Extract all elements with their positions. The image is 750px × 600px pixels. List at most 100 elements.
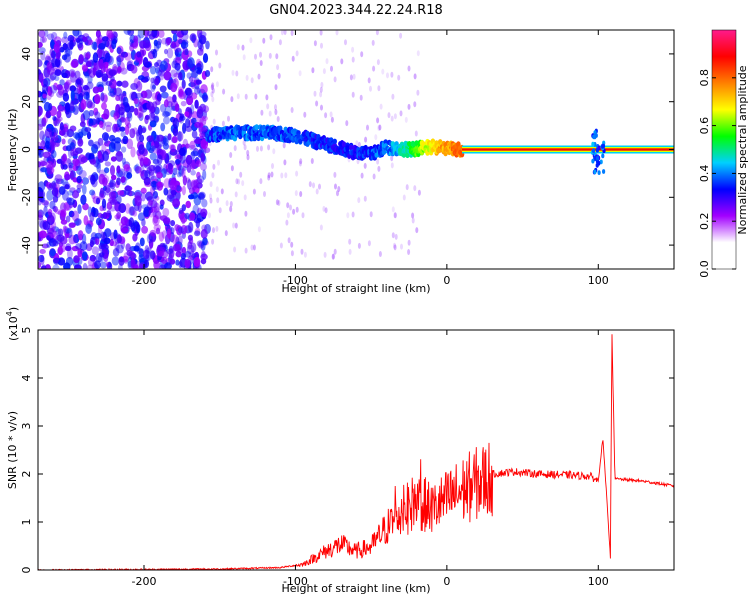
- heatmap-cell: [399, 110, 403, 117]
- heatmap-cell: [134, 195, 142, 207]
- heatmap-cell: [256, 145, 259, 152]
- heatmap-cell: [56, 110, 62, 119]
- heatmap-cell: [341, 141, 347, 147]
- heatmap-cell: [276, 116, 280, 122]
- heatmap-cell: [376, 59, 380, 66]
- heatmap-cell: [133, 60, 140, 66]
- heatmap-cell: [320, 81, 324, 88]
- heatmap-cell: [39, 248, 46, 255]
- heatmap-cell: [211, 87, 215, 94]
- heatmap-cell: [243, 144, 247, 151]
- heatmap-cell: [187, 194, 195, 200]
- heatmap-cell: [72, 235, 78, 244]
- colorbar-tick-label: 0.0: [698, 260, 711, 278]
- heatmap-cell: [372, 173, 376, 180]
- heatmap-cell: [381, 68, 385, 75]
- heatmap-cell: [241, 180, 245, 187]
- heatmap-cell: [190, 180, 198, 190]
- heatmap-cell: [172, 117, 180, 129]
- x-tick-label: 0: [443, 274, 450, 287]
- heatmap-cell: [155, 227, 161, 235]
- heatmap-cell: [87, 258, 95, 267]
- heatmap-cell: [144, 75, 151, 82]
- heatmap-cell: [97, 224, 103, 235]
- heatmap-cell: [174, 158, 181, 164]
- spectrogram-x-ticks: -200 -100 0 100: [132, 30, 609, 287]
- heatmap-cell: [315, 100, 319, 107]
- heatmap-cell: [68, 222, 76, 228]
- heatmap-cell: [57, 103, 63, 111]
- heatmap-cell: [85, 99, 93, 108]
- heatmap-cell: [139, 237, 145, 247]
- heatmap-cell: [232, 222, 236, 229]
- heatmap-cell: [139, 134, 145, 143]
- heatmap-cell: [275, 53, 279, 60]
- heatmap-cell: [134, 107, 139, 116]
- heatmap-cell: [95, 217, 102, 226]
- heatmap-cell: [61, 189, 69, 201]
- heatmap-cell: [246, 149, 250, 156]
- heatmap-cell: [59, 122, 64, 131]
- heatmap-cell: [416, 89, 420, 96]
- heatmap-cell: [415, 227, 419, 234]
- heatmap-cell: [190, 104, 195, 115]
- heatmap-cell: [154, 166, 162, 174]
- heatmap-cell: [346, 212, 350, 219]
- heatmap-cell: [413, 185, 417, 192]
- heatmap-cell: [130, 65, 138, 74]
- heatmap-cell: [200, 84, 208, 95]
- heatmap-cell: [233, 246, 237, 253]
- heatmap-cell: [332, 253, 336, 260]
- heatmap-cell: [122, 135, 129, 145]
- heatmap-cell: [47, 33, 55, 41]
- heatmap-cell: [229, 206, 233, 213]
- heatmap-cell: [124, 124, 130, 136]
- heatmap-cell: [99, 120, 104, 129]
- heatmap-cell: [211, 238, 215, 245]
- heatmap-cell: [61, 154, 67, 166]
- snr-frame: [37, 329, 675, 571]
- heatmap-cell: [172, 33, 178, 43]
- heatmap-cell: [146, 101, 155, 111]
- heatmap-cell: [269, 34, 273, 41]
- heatmap-cell: [193, 86, 201, 95]
- heatmap-cell: [120, 216, 128, 226]
- heatmap-cell: [286, 202, 290, 209]
- x-tick-label: -200: [132, 575, 157, 588]
- heatmap-cell: [220, 188, 224, 195]
- heatmap-cell: [110, 174, 117, 181]
- heatmap-cell: [597, 160, 601, 166]
- heatmap-cell: [90, 174, 96, 185]
- heatmap-cell: [38, 30, 46, 38]
- heatmap-cell: [41, 117, 47, 127]
- heatmap-cell: [85, 223, 92, 234]
- heatmap-cell: [268, 110, 272, 117]
- heatmap-cell: [282, 142, 286, 149]
- heatmap-cell: [394, 212, 397, 219]
- heatmap-cell: [65, 215, 71, 223]
- heatmap-cell: [156, 154, 163, 165]
- heatmap-cell: [174, 62, 181, 71]
- heatmap-cell: [139, 157, 145, 167]
- heatmap-cell: [72, 158, 79, 166]
- heatmap-cell: [169, 179, 177, 191]
- heatmap-cell: [393, 244, 397, 251]
- heatmap-cell: [120, 176, 126, 183]
- heatmap-cell: [197, 193, 205, 201]
- heatmap-cell: [121, 80, 129, 88]
- heatmap-cell: [324, 207, 328, 214]
- heatmap-cell: [43, 205, 48, 216]
- heatmap-cell: [100, 92, 105, 102]
- heatmap-cell: [170, 69, 178, 78]
- heatmap-cell: [40, 265, 47, 269]
- heatmap-cell: [73, 132, 80, 139]
- heatmap-cell: [319, 91, 323, 98]
- heatmap-cell: [601, 153, 605, 159]
- heatmap-cell: [135, 166, 142, 174]
- heatmap-cell: [322, 68, 326, 75]
- heatmap-cell: [160, 256, 168, 265]
- colorbar: 0.0 0.2 0.4 0.6 0.8 Normalized spectral ampl…: [698, 29, 749, 278]
- heatmap-cell: [404, 116, 408, 123]
- heatmap-cell: [319, 224, 323, 231]
- heatmap-cell: [194, 121, 201, 128]
